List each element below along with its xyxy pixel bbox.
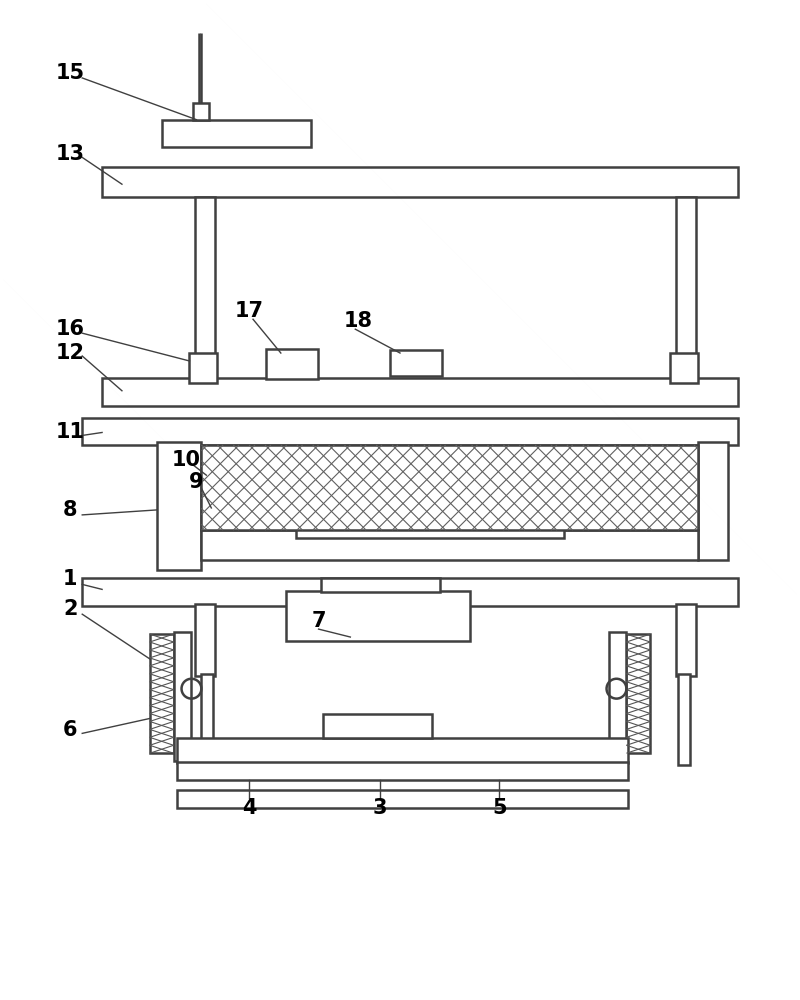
Text: 1: 1 <box>63 569 78 589</box>
Bar <box>676 197 696 391</box>
Bar <box>102 378 738 406</box>
Bar <box>202 445 698 530</box>
Text: 10: 10 <box>172 450 201 470</box>
Text: 6: 6 <box>63 720 78 740</box>
Text: 2: 2 <box>63 599 78 619</box>
Bar <box>296 522 564 538</box>
Text: 4: 4 <box>242 798 256 818</box>
Bar <box>190 353 218 383</box>
Bar <box>322 714 432 738</box>
Text: 11: 11 <box>56 422 85 442</box>
Text: 9: 9 <box>189 472 204 492</box>
Bar <box>698 442 728 560</box>
Bar <box>195 604 215 676</box>
Bar <box>174 632 191 761</box>
Bar <box>626 634 650 753</box>
Bar <box>157 442 202 570</box>
Bar <box>286 591 470 641</box>
Bar <box>82 418 738 445</box>
Bar <box>177 738 629 763</box>
Bar <box>194 103 210 120</box>
Text: 15: 15 <box>56 63 85 83</box>
Text: 13: 13 <box>56 144 85 164</box>
Bar <box>82 578 738 606</box>
Bar <box>202 674 214 765</box>
Bar <box>202 530 698 560</box>
Bar <box>177 762 629 780</box>
Bar <box>195 197 215 383</box>
Text: 12: 12 <box>56 343 85 363</box>
Bar <box>162 120 310 147</box>
Bar <box>676 604 696 676</box>
Bar <box>266 349 318 379</box>
Bar <box>321 578 440 592</box>
Text: 3: 3 <box>373 798 387 818</box>
Bar <box>150 634 174 753</box>
Text: 7: 7 <box>311 611 326 631</box>
Text: 17: 17 <box>234 301 263 321</box>
Bar <box>670 353 698 383</box>
Bar <box>678 674 690 765</box>
Bar <box>390 350 442 376</box>
Text: 5: 5 <box>492 798 506 818</box>
Text: 18: 18 <box>344 311 373 331</box>
Bar <box>609 632 626 761</box>
Text: 16: 16 <box>56 319 85 339</box>
Text: 8: 8 <box>63 500 78 520</box>
Bar <box>102 167 738 197</box>
Bar <box>177 790 629 808</box>
